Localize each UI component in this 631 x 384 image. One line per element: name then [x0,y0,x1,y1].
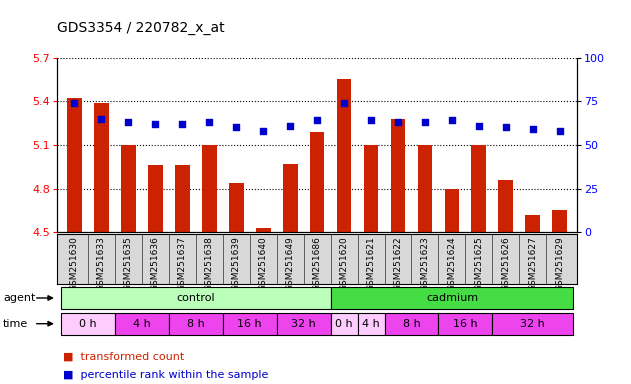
Point [339,100,349,106]
Point [420,119,430,125]
Text: GSM251626: GSM251626 [502,236,510,291]
Text: GSM251625: GSM251625 [475,236,483,291]
Text: GSM251640: GSM251640 [259,236,268,291]
Bar [444,189,459,232]
Text: 32 h: 32 h [521,319,545,329]
Bar [391,119,405,232]
Bar [498,180,513,232]
Text: GSM251627: GSM251627 [528,236,538,291]
Bar [384,313,439,335]
Text: ■  percentile rank within the sample: ■ percentile rank within the sample [63,370,268,380]
Text: GSM251636: GSM251636 [151,236,160,291]
Point [393,119,403,125]
Bar [310,132,324,232]
Bar [148,166,163,232]
Bar [168,313,223,335]
Bar [115,313,168,335]
Point [97,116,107,122]
Text: GDS3354 / 220782_x_at: GDS3354 / 220782_x_at [57,21,225,35]
Text: 16 h: 16 h [453,319,478,329]
Text: GSM251620: GSM251620 [339,236,348,291]
Bar [526,215,540,232]
Point [123,119,133,125]
Bar [67,98,82,232]
Point [447,118,457,124]
Bar [358,313,384,335]
Text: GSM251686: GSM251686 [312,236,322,291]
Text: time: time [3,319,28,329]
Bar [223,313,276,335]
Text: 16 h: 16 h [237,319,262,329]
Bar [552,210,567,232]
Point [258,128,268,134]
Bar [331,287,574,309]
Bar [471,145,487,232]
Bar [256,228,271,232]
Text: GSM251621: GSM251621 [367,236,375,291]
Point [474,122,484,129]
Text: 4 h: 4 h [133,319,151,329]
Bar [439,313,492,335]
Bar [418,145,432,232]
Text: 32 h: 32 h [292,319,316,329]
Point [69,100,80,106]
Text: GSM251630: GSM251630 [70,236,79,291]
Text: GSM251624: GSM251624 [447,236,456,291]
Bar [61,287,331,309]
Text: GSM251639: GSM251639 [232,236,240,291]
Text: 0 h: 0 h [335,319,353,329]
Text: GSM251649: GSM251649 [286,236,295,291]
Point [204,119,215,125]
Text: agent: agent [3,293,35,303]
Bar [336,79,351,232]
Text: GSM251622: GSM251622 [394,236,403,291]
Bar [276,313,331,335]
Bar [61,313,115,335]
Text: GSM251629: GSM251629 [555,236,564,291]
Text: GSM251638: GSM251638 [204,236,214,291]
Text: 8 h: 8 h [187,319,204,329]
Bar [202,145,216,232]
Text: cadmium: cadmium [426,293,478,303]
Point [150,121,160,127]
Bar [363,145,379,232]
Text: ■  transformed count: ■ transformed count [63,351,184,361]
Bar [283,164,298,232]
Text: 0 h: 0 h [79,319,97,329]
Text: 4 h: 4 h [362,319,380,329]
Text: GSM251635: GSM251635 [124,236,133,291]
Text: GSM251637: GSM251637 [178,236,187,291]
Bar [229,183,244,232]
Bar [492,313,574,335]
Point [285,122,295,129]
Bar [175,166,190,232]
Point [528,126,538,132]
Bar [331,313,358,335]
Text: control: control [177,293,215,303]
Point [366,118,376,124]
Text: GSM251623: GSM251623 [420,236,430,291]
Point [312,118,322,124]
Text: GSM251633: GSM251633 [97,236,106,291]
Bar [94,103,109,232]
Point [555,128,565,134]
Point [501,124,511,131]
Text: 8 h: 8 h [403,319,420,329]
Point [231,124,241,131]
Bar [121,145,136,232]
Point [177,121,187,127]
